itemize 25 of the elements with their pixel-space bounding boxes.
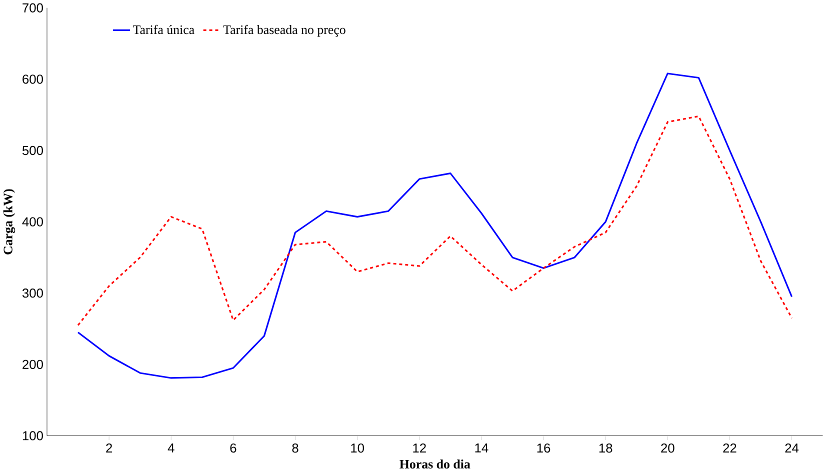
legend-label: Tarifa única [133,24,194,34]
y-tick-label: 600 [22,74,43,84]
x-tick-label: 6 [230,444,236,453]
y-tick-label: 500 [22,146,43,156]
line-series [77,72,793,379]
y-tick-label: 700 [22,3,43,13]
legend-label: Tarifa baseada no preço [223,24,346,37]
x-tick-label: 4 [168,444,174,452]
x-tick-label: 14 [475,444,488,452]
y-tick-label: 100 [22,431,43,440]
x-tick-label: 16 [537,444,550,453]
x-tick-label: 2 [106,444,112,453]
x-tick-label: 24 [785,444,799,453]
x-tick-label: 8 [292,444,298,453]
y-tick-label: 400 [22,217,43,226]
x-tick-label: 12 [413,444,426,453]
x-tick-label: 22 [723,444,736,453]
x-axis-title: Horas do dia [400,460,470,469]
x-tick-label: 10 [351,444,364,453]
x-tick-label: 18 [599,444,612,453]
line-series [77,116,793,326]
y-tick-label: 300 [22,288,43,298]
x-tick-label: 20 [661,444,674,453]
y-tick-label: 200 [22,360,43,370]
y-axis-title: Carga (kW) [3,189,16,254]
